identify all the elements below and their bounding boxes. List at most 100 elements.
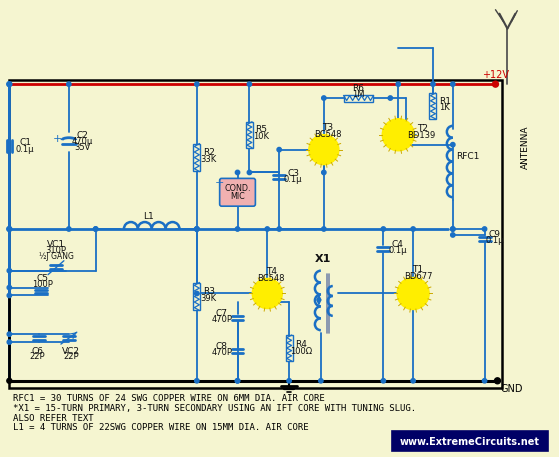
Text: BD677: BD677 [404, 272, 432, 281]
Text: 310P: 310P [45, 246, 67, 255]
Text: T4: T4 [266, 267, 277, 276]
Text: BC548: BC548 [258, 274, 285, 283]
Text: C2: C2 [77, 131, 89, 140]
Text: 22P: 22P [63, 352, 79, 361]
Circle shape [67, 227, 71, 231]
Circle shape [7, 227, 12, 231]
Text: R3: R3 [203, 287, 215, 296]
Circle shape [321, 170, 326, 175]
Text: 1K: 1K [439, 103, 450, 112]
Circle shape [7, 82, 12, 87]
Text: 1M: 1M [352, 90, 365, 99]
Text: 0.1µ: 0.1µ [388, 246, 406, 255]
Text: X1: X1 [315, 254, 331, 264]
Circle shape [93, 227, 98, 231]
Text: +: + [53, 134, 63, 143]
Text: C1: C1 [19, 138, 31, 147]
Circle shape [7, 82, 12, 86]
Circle shape [277, 227, 281, 231]
Text: 470P: 470P [211, 347, 232, 356]
Circle shape [482, 227, 487, 231]
Text: 22P: 22P [29, 352, 45, 361]
Circle shape [411, 227, 415, 231]
Text: C9: C9 [489, 230, 500, 239]
Circle shape [321, 96, 326, 100]
Circle shape [7, 227, 12, 232]
Circle shape [451, 233, 455, 237]
Text: 100P: 100P [32, 280, 53, 289]
Text: COND.: COND. [224, 184, 251, 193]
Text: VC2: VC2 [62, 346, 80, 356]
Circle shape [396, 82, 400, 86]
FancyBboxPatch shape [392, 431, 548, 451]
Circle shape [397, 277, 429, 309]
Circle shape [431, 82, 435, 86]
Text: 39K: 39K [201, 294, 217, 303]
Text: 10K: 10K [253, 132, 269, 141]
Text: C4: C4 [391, 240, 403, 250]
Text: 100Ω: 100Ω [290, 346, 312, 356]
Circle shape [7, 332, 12, 336]
Circle shape [382, 119, 414, 151]
Text: C6: C6 [31, 346, 43, 356]
Circle shape [411, 378, 415, 383]
Text: +12V: +12V [482, 70, 509, 80]
Circle shape [492, 81, 499, 87]
Circle shape [451, 143, 455, 147]
Circle shape [321, 227, 326, 231]
Circle shape [388, 96, 392, 100]
Text: R4: R4 [295, 340, 307, 349]
Circle shape [451, 227, 455, 231]
Bar [10, 80, 503, 388]
Text: 0.1µ: 0.1µ [284, 175, 302, 184]
Text: R5: R5 [255, 125, 267, 134]
Text: VC1: VC1 [47, 240, 65, 250]
Text: 470µ: 470µ [72, 137, 93, 146]
Circle shape [195, 291, 199, 296]
Circle shape [93, 227, 98, 231]
Circle shape [277, 148, 281, 152]
Circle shape [495, 378, 500, 384]
Text: www.ExtremeCircuits.net: www.ExtremeCircuits.net [400, 437, 539, 447]
Circle shape [235, 378, 240, 383]
Text: RFC1 = 30 TURNS OF 24 SWG COPPER WIRE ON 6MM DIA. AIR CORE: RFC1 = 30 TURNS OF 24 SWG COPPER WIRE ON… [13, 393, 325, 403]
Text: L1 = 4 TURNS OF 22SWG COPPER WIRE ON 15MM DIA. AIR CORE: L1 = 4 TURNS OF 22SWG COPPER WIRE ON 15M… [13, 424, 309, 432]
Circle shape [67, 82, 71, 86]
Circle shape [195, 227, 199, 231]
Text: 33K: 33K [201, 155, 217, 164]
Text: C3: C3 [287, 169, 299, 178]
Bar [193, 143, 200, 171]
Circle shape [253, 279, 282, 308]
Text: R1: R1 [439, 96, 451, 106]
Circle shape [7, 378, 12, 383]
Circle shape [451, 227, 455, 231]
Text: GND: GND [500, 384, 523, 394]
Circle shape [235, 170, 240, 175]
Text: T3: T3 [322, 123, 333, 132]
Circle shape [195, 82, 199, 86]
Text: BC548: BC548 [314, 130, 342, 139]
Text: *X1 = 15-TURN PRIMARY, 3-TURN SECONDARY USING AN IFT CORE WITH TUNING SLUG.: *X1 = 15-TURN PRIMARY, 3-TURN SECONDARY … [13, 404, 416, 413]
Circle shape [235, 227, 240, 231]
Bar [344, 95, 373, 101]
Text: +: + [215, 178, 224, 188]
Text: ALSO REFER TEXT: ALSO REFER TEXT [13, 414, 94, 423]
Bar [286, 335, 292, 361]
FancyBboxPatch shape [220, 178, 255, 206]
Circle shape [247, 170, 252, 175]
Circle shape [7, 340, 12, 344]
Text: ½J GANG: ½J GANG [39, 252, 73, 261]
Circle shape [7, 293, 12, 298]
Circle shape [381, 227, 386, 231]
Text: C5: C5 [36, 274, 48, 283]
Text: 0.1µ: 0.1µ [16, 145, 35, 154]
Text: T2: T2 [418, 124, 429, 133]
Circle shape [235, 378, 240, 383]
Text: 470P: 470P [211, 315, 232, 324]
Text: MIC: MIC [230, 192, 245, 201]
Circle shape [451, 82, 455, 86]
Text: R6: R6 [353, 84, 364, 93]
Circle shape [482, 378, 487, 383]
Text: R2: R2 [203, 148, 215, 157]
Text: T1: T1 [413, 265, 424, 274]
